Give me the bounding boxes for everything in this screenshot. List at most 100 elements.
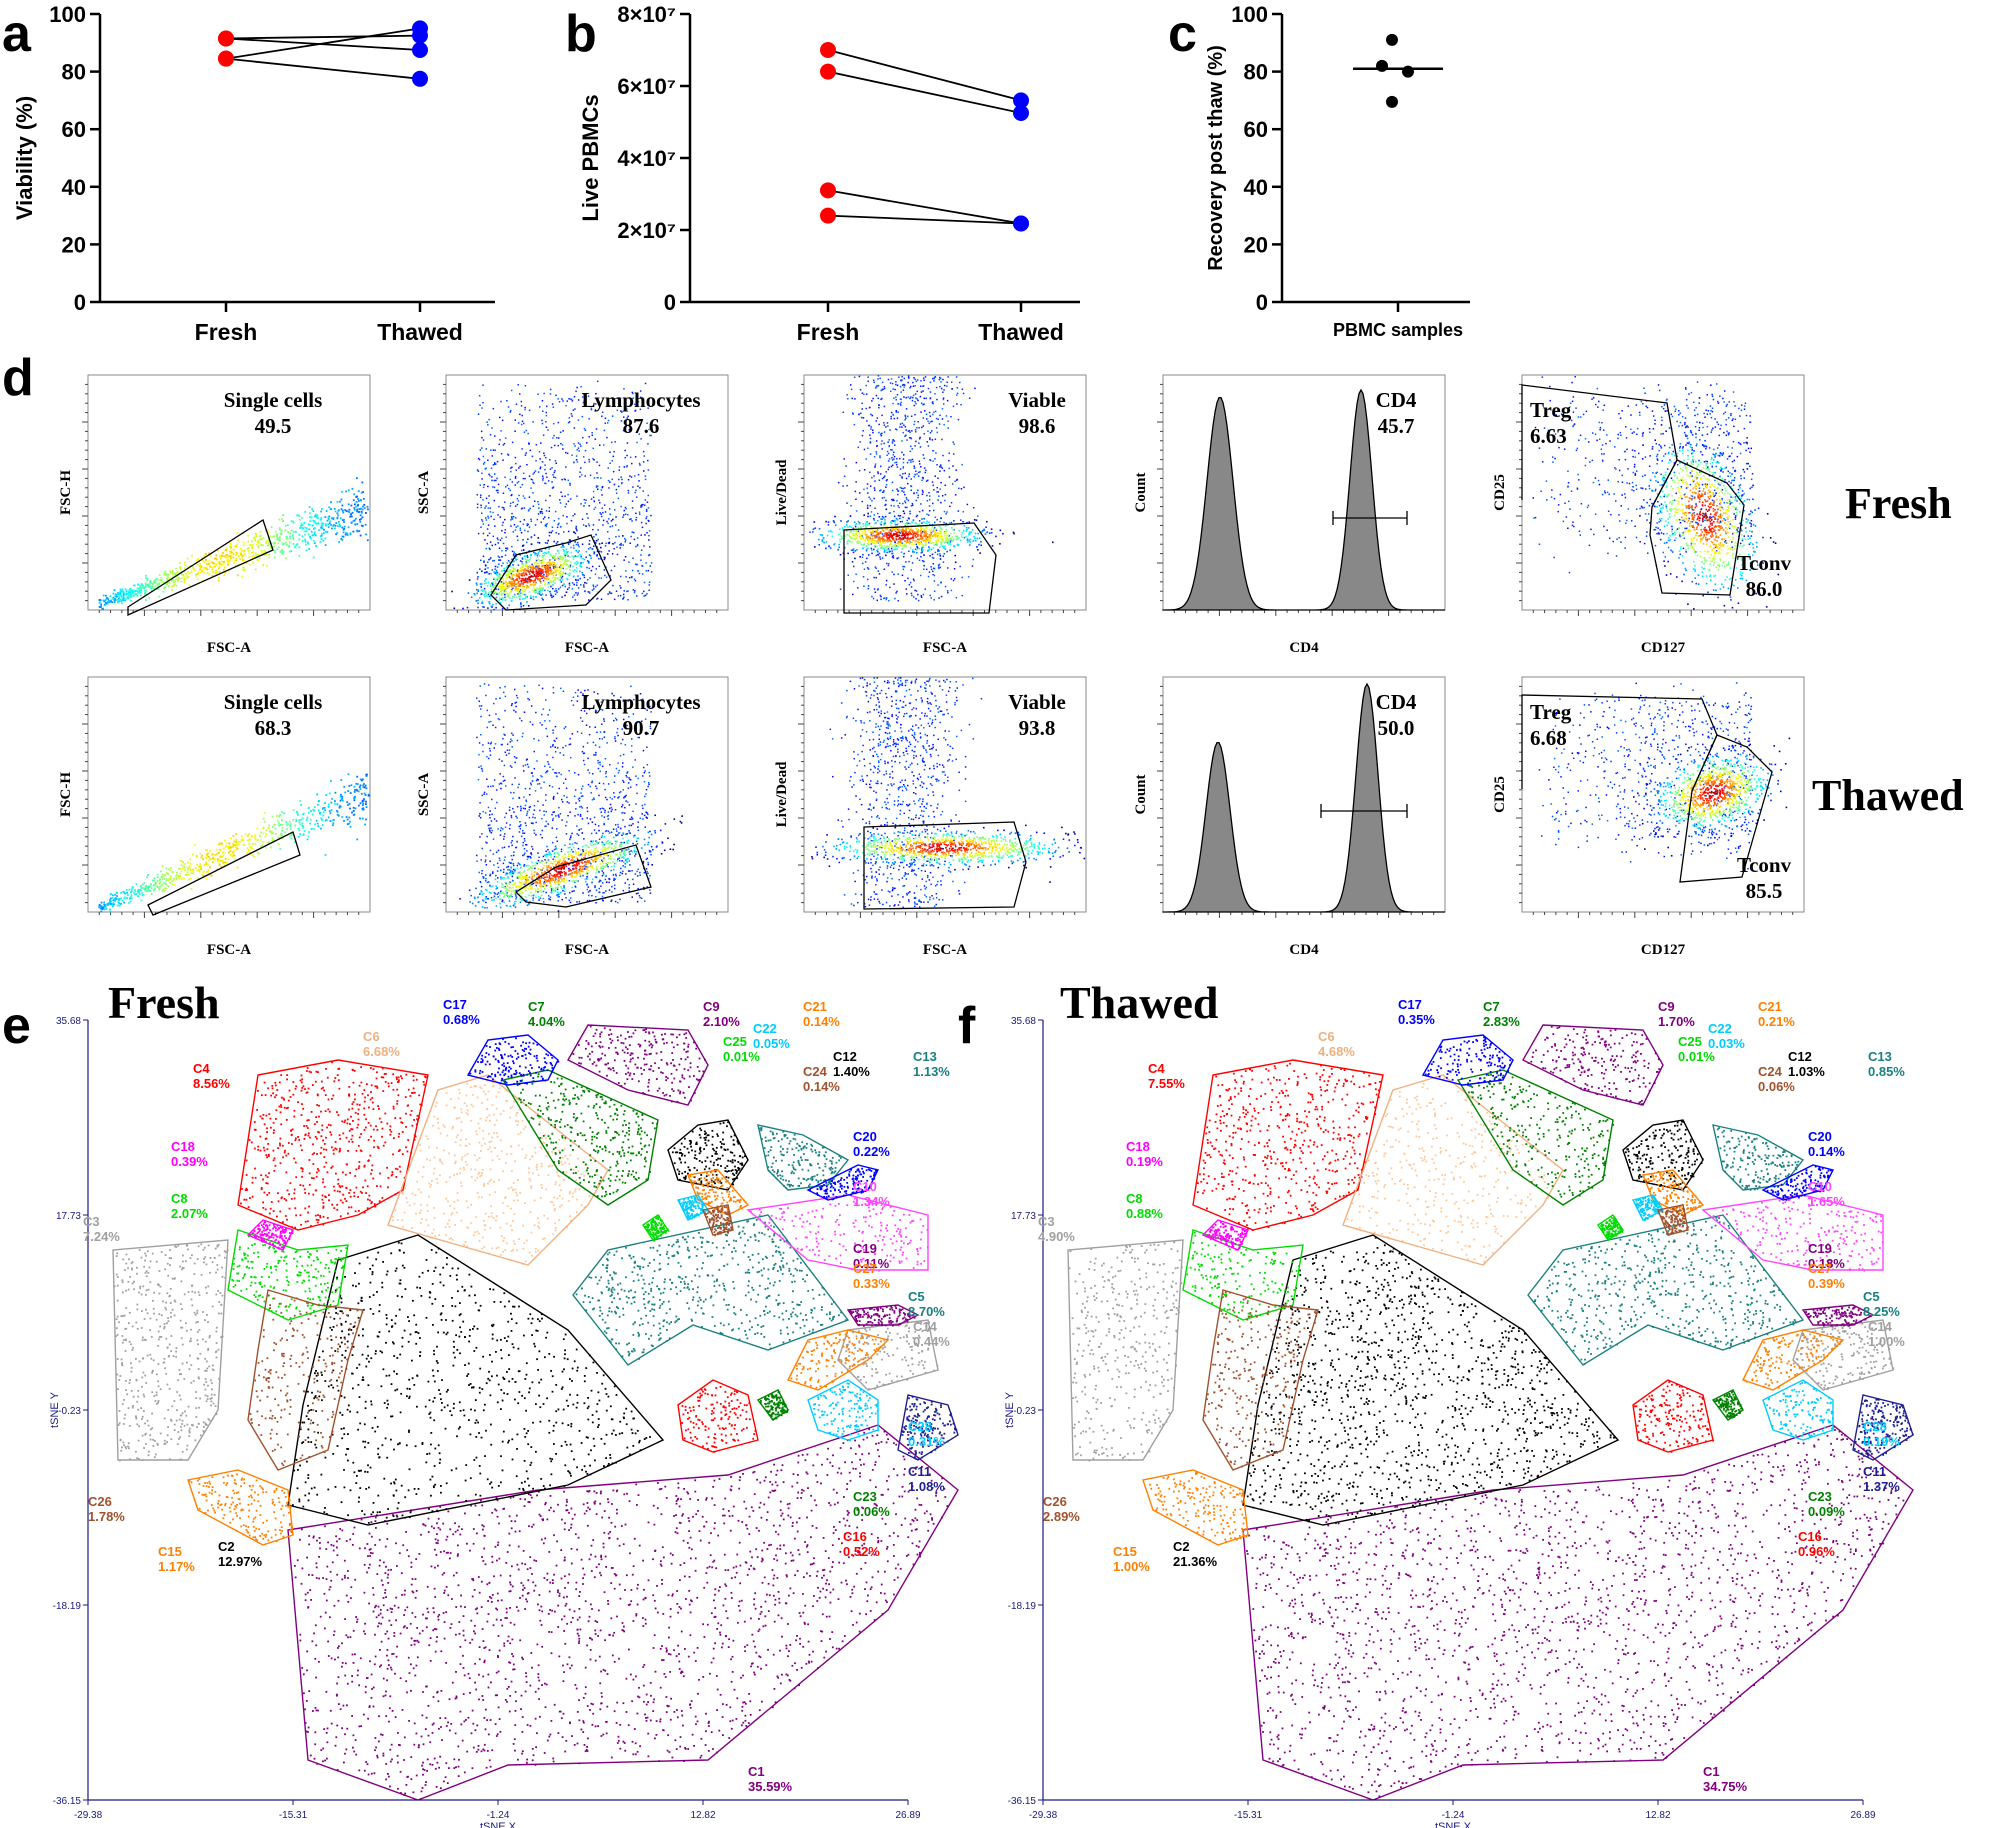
event-dot <box>950 578 953 580</box>
event-dot <box>936 553 939 556</box>
event-dot <box>862 576 865 578</box>
event-dot <box>641 573 644 575</box>
event-dot <box>502 444 505 446</box>
event-dot <box>575 528 578 531</box>
event-dot <box>878 516 881 518</box>
x-tick-label: Thawed <box>377 319 463 345</box>
event-dot <box>888 599 890 602</box>
event-dot <box>510 467 512 469</box>
event-dot <box>951 483 954 485</box>
event-dot <box>867 447 869 449</box>
event-dot <box>228 541 231 544</box>
event-dot <box>569 564 572 566</box>
event-dot <box>980 544 982 547</box>
event-dot <box>912 519 915 521</box>
event-dot <box>885 486 887 488</box>
event-dot <box>573 395 576 398</box>
event-dot <box>336 500 339 503</box>
event-dot <box>895 383 897 386</box>
event-dot <box>966 541 969 543</box>
event-dot <box>829 530 832 532</box>
event-dot <box>552 486 555 488</box>
event-dot <box>871 595 873 598</box>
event-dot <box>504 531 506 534</box>
event-dot <box>895 533 898 536</box>
event-dot <box>538 579 541 582</box>
event-dot <box>206 563 208 565</box>
event-dot <box>511 512 513 515</box>
event-dot <box>285 544 288 546</box>
event-dot <box>609 575 611 577</box>
event-dot <box>602 511 604 514</box>
event-dot <box>548 506 551 509</box>
event-dot <box>569 572 572 575</box>
event-dot <box>529 579 532 581</box>
event-dot <box>247 546 250 549</box>
event-dot <box>946 540 948 542</box>
event-dot <box>487 515 489 518</box>
event-dot <box>548 510 550 512</box>
event-dot <box>566 400 568 402</box>
event-dot <box>138 587 140 590</box>
event-dot <box>320 534 323 537</box>
event-dot <box>591 432 593 434</box>
event-dot <box>593 500 595 503</box>
event-dot <box>453 607 456 610</box>
event-dot <box>899 540 902 542</box>
event-dot <box>507 595 510 598</box>
event-dot <box>875 535 877 537</box>
event-dot <box>517 384 519 386</box>
event-dot <box>526 541 528 544</box>
event-dot <box>930 597 932 599</box>
event-dot <box>876 536 879 538</box>
event-dot <box>952 579 955 582</box>
event-dot <box>592 584 594 586</box>
event-dot <box>947 376 949 378</box>
event-dot <box>236 553 238 555</box>
event-dot <box>943 547 945 549</box>
event-dot <box>626 454 628 457</box>
event-dot <box>896 542 898 545</box>
event-dot <box>893 527 896 530</box>
event-dot <box>593 551 596 553</box>
event-dot <box>561 558 563 561</box>
event-dot <box>925 544 927 546</box>
event-dot <box>539 574 541 577</box>
event-dot <box>920 551 923 554</box>
event-dot <box>552 557 554 560</box>
event-dot <box>509 591 511 594</box>
event-dot <box>549 573 552 575</box>
event-dot <box>640 521 643 524</box>
event-dot <box>877 588 879 590</box>
event-dot <box>885 540 887 542</box>
event-dot <box>145 589 148 592</box>
event-dot <box>847 520 849 522</box>
event-dot <box>939 536 942 538</box>
event-dot <box>242 559 244 561</box>
event-dot <box>486 542 488 545</box>
event-dot <box>941 467 944 469</box>
event-dot <box>215 558 218 561</box>
event-dot <box>205 553 207 555</box>
event-dot <box>946 385 948 387</box>
event-dot <box>519 554 521 556</box>
event-dot <box>315 522 318 525</box>
event-dot <box>624 556 627 558</box>
event-dot <box>510 389 513 392</box>
panel-letter-a: a <box>2 8 31 60</box>
event-dot <box>986 531 988 533</box>
event-dot <box>962 521 964 523</box>
event-dot <box>564 561 566 563</box>
event-dot <box>958 529 961 532</box>
event-dot <box>630 518 632 520</box>
event-dot <box>953 524 956 526</box>
event-dot <box>519 520 522 523</box>
event-dot <box>269 545 272 548</box>
event-dot <box>603 569 606 571</box>
event-dot <box>509 561 511 564</box>
event-dot <box>347 526 350 529</box>
event-dot <box>153 581 155 583</box>
event-dot <box>547 564 549 567</box>
event-dot <box>949 538 951 540</box>
event-dot <box>195 574 197 577</box>
